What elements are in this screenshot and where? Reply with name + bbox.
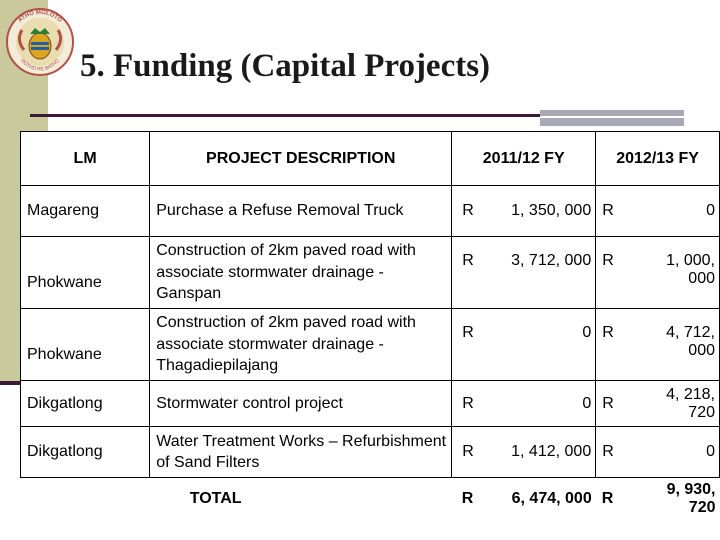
title-underline-accent-lower xyxy=(540,118,684,126)
cell-description: Stormwater control project xyxy=(149,380,453,427)
page-title: 5. Funding (Capital Projects) xyxy=(80,48,491,84)
total-currency-fy2011: R xyxy=(461,490,474,507)
total-row: TOTAL R 6, 474, 000 R 9, 930, 720 xyxy=(21,478,720,521)
cell-value-fy2012: 4, 218, 720 xyxy=(640,380,720,427)
column-header-fy2011: 2011/12 FY xyxy=(451,131,597,186)
cell-currency-fy2011: R xyxy=(451,426,499,478)
cell-currency-fy2012: R xyxy=(595,380,641,427)
table-row: Dikgatlong Water Treatment Works – Refur… xyxy=(19,426,720,478)
cell-description: Construction of 2km paved road with asso… xyxy=(149,308,453,381)
cell-currency-fy2011: R xyxy=(451,185,499,237)
cell-currency-fy2012: R xyxy=(595,236,641,309)
cell-value-fy2011: 0 xyxy=(498,308,597,381)
title-underline xyxy=(30,114,540,117)
column-header-lm: LM xyxy=(19,131,151,186)
cell-description: Water Treatment Works – Refurbishment of… xyxy=(149,426,453,478)
cell-currency-fy2011: R xyxy=(451,380,499,427)
title-underline-accent xyxy=(540,110,684,116)
total-label: TOTAL xyxy=(189,490,242,508)
funding-table: LM PROJECT DESCRIPTION 2011/12 FY 2012/1… xyxy=(19,131,720,521)
table-row: Phokwane Construction of 2km paved road … xyxy=(19,308,720,381)
total-value-fy2012: 9, 930, 720 xyxy=(666,481,716,516)
cell-lm: Magareng xyxy=(19,185,151,237)
table-header-row: LM PROJECT DESCRIPTION 2011/12 FY 2012/1… xyxy=(19,131,720,186)
table-row: Magareng Purchase a Refuse Removal Truck… xyxy=(19,185,720,237)
cell-value-fy2011: 1, 350, 000 xyxy=(498,185,597,237)
cell-value-fy2011: 1, 412, 000 xyxy=(498,426,597,478)
cell-description: Purchase a Refuse Removal Truck xyxy=(149,185,453,237)
cell-lm: Phokwane xyxy=(19,236,151,309)
total-spacer xyxy=(21,478,150,521)
cell-currency-fy2012: R xyxy=(595,426,641,478)
cell-value-fy2011: 3, 712, 000 xyxy=(498,236,597,309)
cell-description: Construction of 2km paved road with asso… xyxy=(149,236,453,309)
total-currency-fy2012: R xyxy=(601,490,614,507)
table-row: Phokwane Construction of 2km paved road … xyxy=(19,236,720,309)
cell-value-fy2012: 0 xyxy=(640,426,720,478)
column-header-description: PROJECT DESCRIPTION xyxy=(149,131,453,186)
cell-value-fy2012: 1, 000, 000 xyxy=(640,236,720,309)
cell-currency-fy2011: R xyxy=(451,308,499,381)
cell-value-fy2012: 0 xyxy=(640,185,720,237)
cell-lm: Dikgatlong xyxy=(19,426,151,478)
table-row: Dikgatlong Stormwater control project R … xyxy=(19,380,720,427)
column-header-fy2012: 2012/13 FY xyxy=(595,131,720,186)
cell-currency-fy2012: R xyxy=(595,308,641,381)
cell-lm: Dikgatlong xyxy=(19,380,151,427)
total-value-fy2011: 6, 474, 000 xyxy=(511,490,592,507)
cell-currency-fy2012: R xyxy=(595,185,641,237)
cell-lm: Phokwane xyxy=(19,308,151,381)
municipal-crest-logo: ATHO MOLOTO ROTHO RE BATHO xyxy=(6,8,74,76)
cell-value-fy2011: 0 xyxy=(498,380,597,427)
cell-value-fy2012: 4, 712, 000 xyxy=(640,308,720,381)
cell-currency-fy2011: R xyxy=(451,236,499,309)
